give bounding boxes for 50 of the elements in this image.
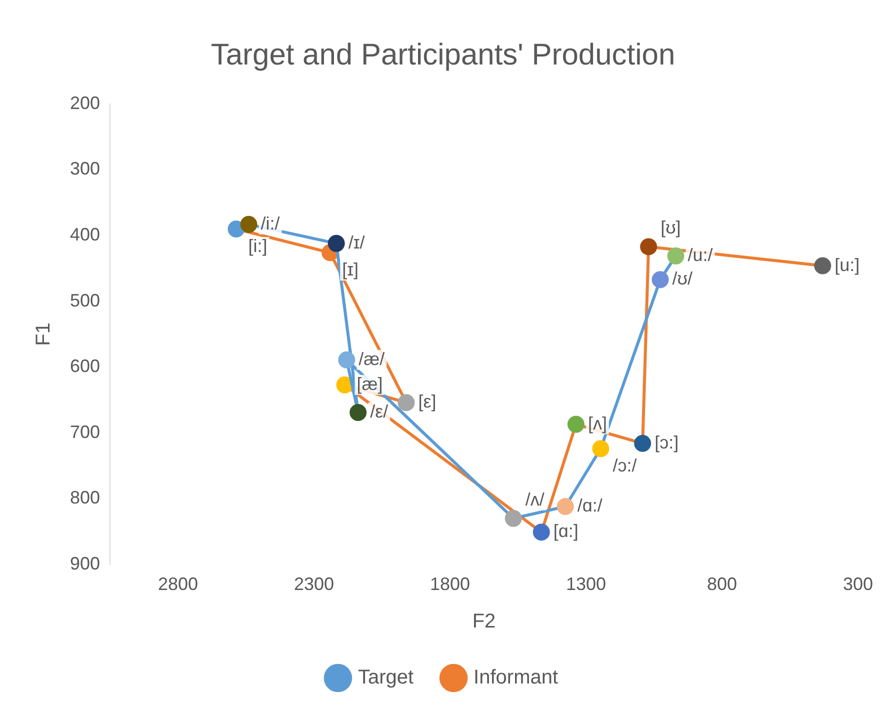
y-tick-label: 900 bbox=[70, 553, 100, 574]
annotation: [i:] bbox=[248, 236, 268, 256]
annotation: /ʊ/ bbox=[672, 268, 692, 289]
y-tick-label: 400 bbox=[70, 224, 100, 245]
legend-label: Informant bbox=[474, 666, 558, 689]
point bbox=[556, 498, 574, 516]
annotation: /ʌ/ bbox=[525, 489, 544, 510]
annotation: /ɑ:/ bbox=[577, 495, 602, 516]
point bbox=[634, 434, 652, 452]
y-tick-label: 300 bbox=[70, 158, 100, 179]
y-tick-label: 800 bbox=[70, 488, 100, 508]
point bbox=[640, 238, 658, 256]
point bbox=[240, 216, 258, 233]
point bbox=[350, 404, 367, 421]
chart-title: Target and Participants' Production bbox=[210, 38, 676, 72]
x-tick-label: 1800 bbox=[430, 574, 470, 594]
annotation: [æ] bbox=[356, 374, 383, 394]
annotation: /u:/ bbox=[688, 244, 713, 265]
annotation: [ε] bbox=[418, 392, 436, 412]
x-tick-label: 2800 bbox=[158, 574, 198, 594]
y-tick-label: 200 bbox=[70, 92, 100, 113]
x-tick-label: 1300 bbox=[566, 574, 606, 594]
legend-label: Target bbox=[358, 666, 414, 689]
y-tick-label: 500 bbox=[70, 290, 100, 310]
point bbox=[328, 234, 345, 252]
annotation: [ɪ] bbox=[342, 260, 358, 280]
point bbox=[338, 351, 356, 368]
point bbox=[814, 257, 832, 274]
x-axis-title: F2 bbox=[472, 610, 496, 633]
x-tick-label: 800 bbox=[706, 574, 738, 594]
x-tick-label: 2300 bbox=[294, 574, 334, 594]
point bbox=[532, 524, 550, 541]
annotation: [ʌ] bbox=[588, 413, 607, 434]
annotation: [u:] bbox=[834, 254, 860, 275]
point bbox=[667, 247, 684, 264]
annotation: [ɑ:] bbox=[553, 521, 578, 542]
y-axis-title: F1 bbox=[32, 322, 55, 346]
y-tick-label: 600 bbox=[70, 356, 100, 376]
annotation: /i:/ bbox=[260, 213, 280, 234]
point bbox=[652, 271, 669, 288]
annotation: [ʊ] bbox=[660, 218, 681, 238]
point bbox=[567, 416, 584, 433]
annotation: /ɪ/ bbox=[348, 232, 365, 252]
annotation: /ε/ bbox=[370, 401, 388, 422]
y-tick-label: 700 bbox=[70, 422, 100, 442]
annotation: [ɔ:] bbox=[654, 432, 679, 452]
annotation: /ɔ:/ bbox=[612, 456, 637, 476]
x-tick-label: 300 bbox=[842, 574, 874, 594]
annotation: /æ/ bbox=[358, 348, 385, 369]
point bbox=[228, 220, 245, 238]
